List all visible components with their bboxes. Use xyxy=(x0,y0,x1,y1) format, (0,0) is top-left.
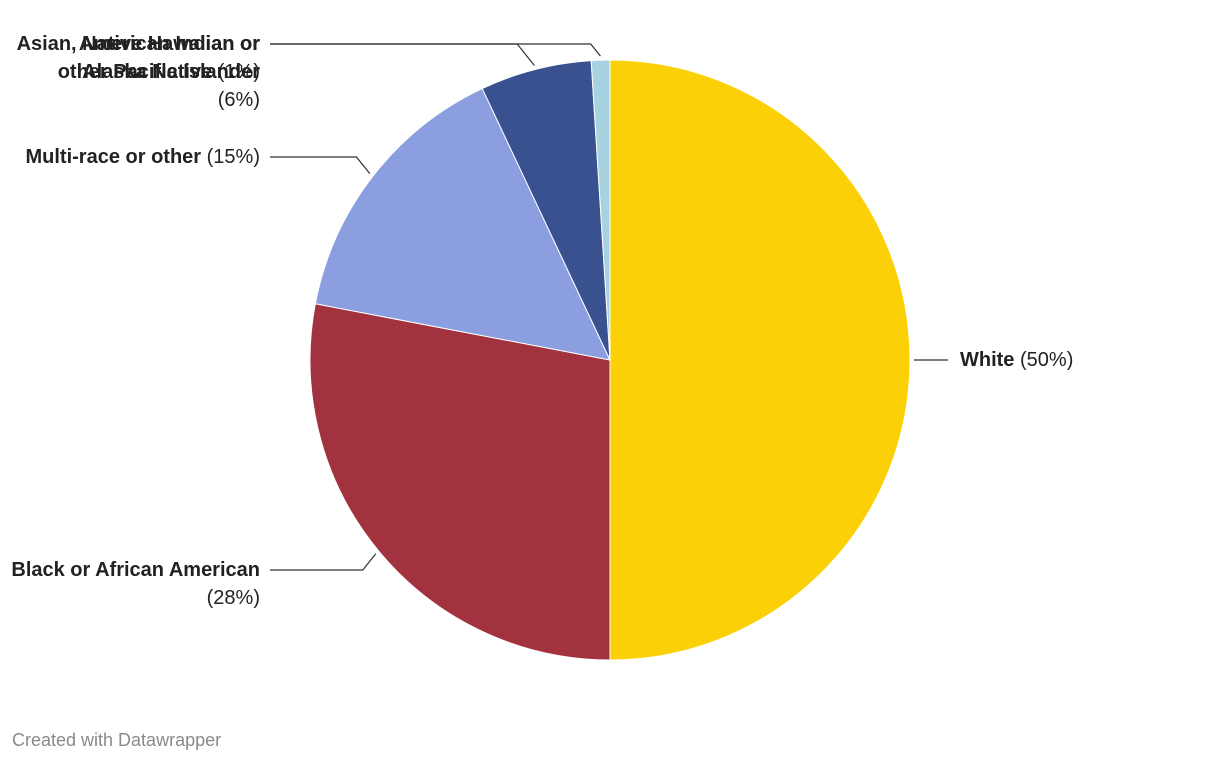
value-label: (50%) xyxy=(1020,349,1074,371)
slice-label: Black or African American (28%) xyxy=(10,556,260,612)
leader-line xyxy=(270,156,371,175)
credit: Created with Datawrapper xyxy=(12,730,222,750)
leader-line xyxy=(270,43,601,57)
category-label: White xyxy=(960,349,1015,371)
value-label: (28%) xyxy=(206,587,260,609)
category-label: Multi-race or other xyxy=(25,146,202,168)
category-label: Asian, Native Hawaiian or other Pacific … xyxy=(16,33,260,83)
leader-line xyxy=(270,43,535,66)
slice-label: Asian, Native Hawaiian or other Pacific … xyxy=(10,30,260,114)
category-label: American Indian or Alaska Native xyxy=(78,33,260,83)
category-label: Black or African American xyxy=(11,559,260,581)
slice-label: White (50%) xyxy=(960,346,1175,374)
slice-label: Multi-race or other (15%) xyxy=(10,143,261,171)
slice-label: American Indian or Alaska Native (1%) xyxy=(10,30,260,86)
pie-slice xyxy=(314,87,611,361)
leader-line xyxy=(270,553,377,571)
pie-slice xyxy=(609,59,911,661)
value-label: (6%) xyxy=(217,89,260,111)
pie-slice xyxy=(309,303,611,661)
pie-slice xyxy=(590,59,611,361)
value-label: (15%) xyxy=(206,146,260,168)
value-label: (1%) xyxy=(217,61,260,83)
